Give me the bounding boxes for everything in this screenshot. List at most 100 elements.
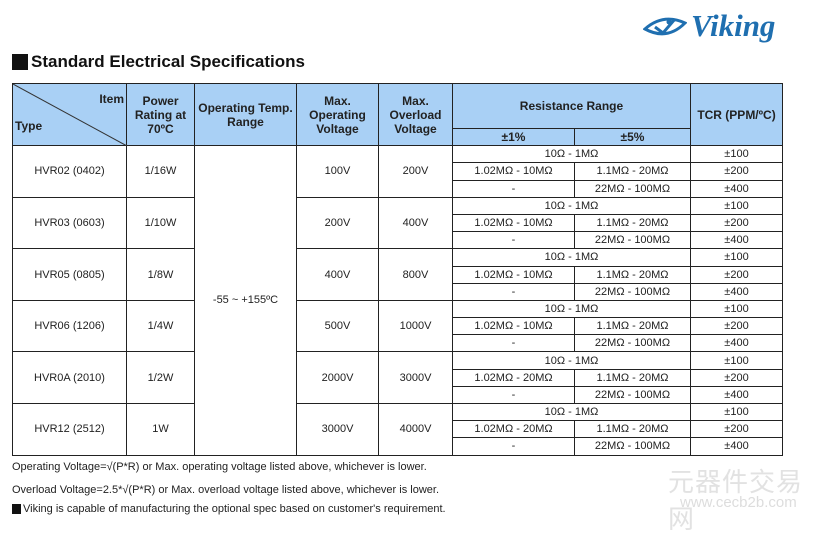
resistance-5pct-cell: 1.1MΩ - 20MΩ — [574, 420, 691, 439]
power-cell: 1/4W — [126, 299, 195, 353]
max-ov-header: Max. Overload Voltage — [378, 82, 453, 147]
page-title: Standard Electrical Specifications — [12, 52, 305, 72]
note-capability: Viking is capable of manufacturing the o… — [23, 503, 446, 515]
resistance-cell: 10Ω - 1MΩ — [452, 248, 691, 267]
table-row: 1.02MΩ - 20MΩ 1.1MΩ - 20MΩ ±200 — [13, 368, 783, 387]
type-cell: HVR0A (2010) — [12, 351, 127, 404]
type-label: Type — [15, 119, 43, 134]
max-ov-cell: 800V — [378, 248, 453, 301]
resistance-1pct-cell: - — [452, 334, 575, 353]
table-row: HVR12 (2512) 1W 3000V 4000V 10Ω - 1MΩ ±100 — [12, 402, 783, 456]
resistance-cell: 10Ω - 1MΩ — [452, 351, 691, 370]
table-row: HVR06 (1206) 1/4W 500V 1000V 10Ω - 1MΩ ±100 — [12, 299, 783, 353]
logo-text: Viking — [691, 8, 776, 43]
max-op-cell: 2000V — [296, 351, 379, 404]
max-op-cell: 500V — [296, 299, 379, 353]
resistance-cell: 10Ω - 1MΩ — [452, 299, 691, 319]
resistance-1pct-cell: - — [452, 282, 575, 301]
resistance-5pct-cell: 1.1MΩ - 20MΩ — [574, 213, 691, 233]
max-op-header: Max. Operating Voltage — [296, 82, 379, 147]
tcr-cell: ±400 — [690, 437, 783, 456]
resistance-5pct-cell: 22MΩ - 100MΩ — [574, 334, 691, 353]
max-ov-cell: 4000V — [378, 403, 453, 456]
resistance-5pct-cell: 1.1MΩ - 20MΩ — [574, 265, 691, 284]
tol1-header: ±1% — [452, 127, 575, 147]
tcr-cell: ±400 — [690, 179, 783, 198]
max-ov-cell: 3000V — [378, 351, 453, 404]
bullet-square-icon — [12, 504, 21, 514]
resistance-1pct-cell: 1.02MΩ - 10MΩ — [452, 317, 575, 336]
resistance-5pct-cell: 1.1MΩ - 20MΩ — [574, 162, 691, 181]
watermark-url: www.cecb2b.com — [680, 494, 797, 511]
resistance-5pct-cell: 22MΩ - 100MΩ — [574, 385, 691, 405]
tol5-header: ±5% — [574, 127, 691, 147]
resistance-1pct-cell: 1.02MΩ - 10MΩ — [452, 213, 575, 233]
bullet-square-icon — [12, 54, 28, 70]
resistance-5pct-cell: 22MΩ - 100MΩ — [574, 231, 691, 250]
max-op-cell: 400V — [296, 248, 379, 301]
max-op-cell: 100V — [296, 145, 379, 198]
resistance-5pct-cell: 22MΩ - 100MΩ — [574, 282, 691, 301]
temp-header: Operating Temp. Range — [194, 82, 297, 147]
note-operating: Operating Voltage=√(P*R) or Max. operati… — [12, 461, 427, 473]
table-row: -22MΩ - 100MΩ ±400 — [13, 179, 783, 198]
table-row: -22MΩ - 100MΩ ±400 — [13, 437, 783, 456]
type-item-header: Item Type — [12, 82, 127, 147]
resistance-header: Resistance Range — [452, 83, 691, 129]
max-ov-cell: 200V — [378, 145, 453, 198]
tcr-cell: ±100 — [690, 196, 783, 215]
max-op-cell: 3000V — [296, 403, 379, 456]
table-row: -22MΩ - 100MΩ ±400 — [13, 334, 783, 353]
resistance-1pct-cell: - — [452, 231, 575, 250]
resistance-1pct-cell: 1.02MΩ - 20MΩ — [452, 368, 575, 387]
table-row: 1.02MΩ - 20MΩ 1.1MΩ - 20MΩ ±200 — [13, 420, 783, 439]
tcr-cell: ±100 — [690, 402, 783, 422]
resistance-1pct-cell: 1.02MΩ - 10MΩ — [452, 162, 575, 181]
resistance-1pct-cell: - — [452, 179, 575, 198]
item-label: Item — [99, 92, 124, 106]
resistance-5pct-cell: 22MΩ - 100MΩ — [574, 437, 691, 456]
resistance-1pct-cell: - — [452, 385, 575, 405]
tcr-cell: ±200 — [690, 265, 783, 284]
power-cell: 1W — [126, 403, 195, 456]
tcr-cell: ±200 — [690, 162, 783, 181]
power-header: Power Rating at 70ºC — [126, 82, 195, 147]
viking-logo: Viking — [643, 8, 775, 44]
max-ov-cell: 1000V — [378, 299, 453, 353]
power-cell: 1/16W — [126, 145, 195, 198]
resistance-cell: 10Ω - 1MΩ — [452, 145, 691, 164]
watermark: 元器件交易网 — [668, 467, 804, 534]
tcr-cell: ±100 — [690, 351, 783, 370]
resistance-1pct-cell: - — [452, 437, 575, 456]
resistance-5pct-cell: 1.1MΩ - 20MΩ — [574, 368, 691, 387]
tcr-cell: ±100 — [690, 145, 783, 164]
resistance-cell: 10Ω - 1MΩ — [452, 196, 691, 215]
tcr-cell: ±400 — [690, 334, 783, 353]
tcr-cell: ±100 — [690, 248, 783, 267]
table-row: HVR02 (0402) 1/16W -55 ~ +155ºC 100V 200V 10Ω… — [12, 145, 783, 456]
viking-eye-icon — [643, 17, 687, 36]
temp-range-cell: -55 ~ +155ºC — [194, 145, 297, 456]
tcr-cell: ±200 — [690, 368, 783, 387]
tcr-cell: ±200 — [690, 213, 783, 233]
max-op-cell: 200V — [296, 196, 379, 250]
table-row: HVR0A (2010) 1/2W 2000V 3000V 10Ω - 1MΩ ±100 — [12, 351, 783, 404]
tcr-cell: ±400 — [690, 282, 783, 301]
resistance-1pct-cell: 1.02MΩ - 10MΩ — [452, 265, 575, 284]
table-row: 1.02MΩ - 10MΩ 1.1MΩ - 20MΩ ±200 — [13, 265, 783, 284]
tcr-cell: ±400 — [690, 385, 783, 405]
table-row: HVR03 (0603) 1/10W 200V 400V 10Ω - 1MΩ ±100 — [12, 196, 783, 250]
resistance-1pct-cell: 1.02MΩ - 20MΩ — [452, 420, 575, 439]
power-cell: 1/10W — [126, 196, 195, 250]
tcr-header: TCR (PPM/ºC) — [690, 82, 783, 147]
resistance-cell: 10Ω - 1MΩ — [452, 402, 691, 422]
power-cell: 1/8W — [126, 248, 195, 301]
spec-table: Item Type Power Rating at 70ºC Operating … — [12, 82, 783, 456]
resistance-5pct-cell: 1.1MΩ - 20MΩ — [574, 317, 691, 336]
power-cell: 1/2W — [126, 351, 195, 404]
table-row: HVR05 (0805) 1/8W 400V 800V 10Ω - 1MΩ ±100 — [12, 248, 783, 301]
tcr-cell: ±100 — [690, 299, 783, 319]
resistance-5pct-cell: 22MΩ - 100MΩ — [574, 179, 691, 198]
table-row: 1.02MΩ - 10MΩ 1.1MΩ - 20MΩ ±200 — [13, 317, 783, 336]
type-cell: HVR02 (0402) — [12, 145, 127, 198]
